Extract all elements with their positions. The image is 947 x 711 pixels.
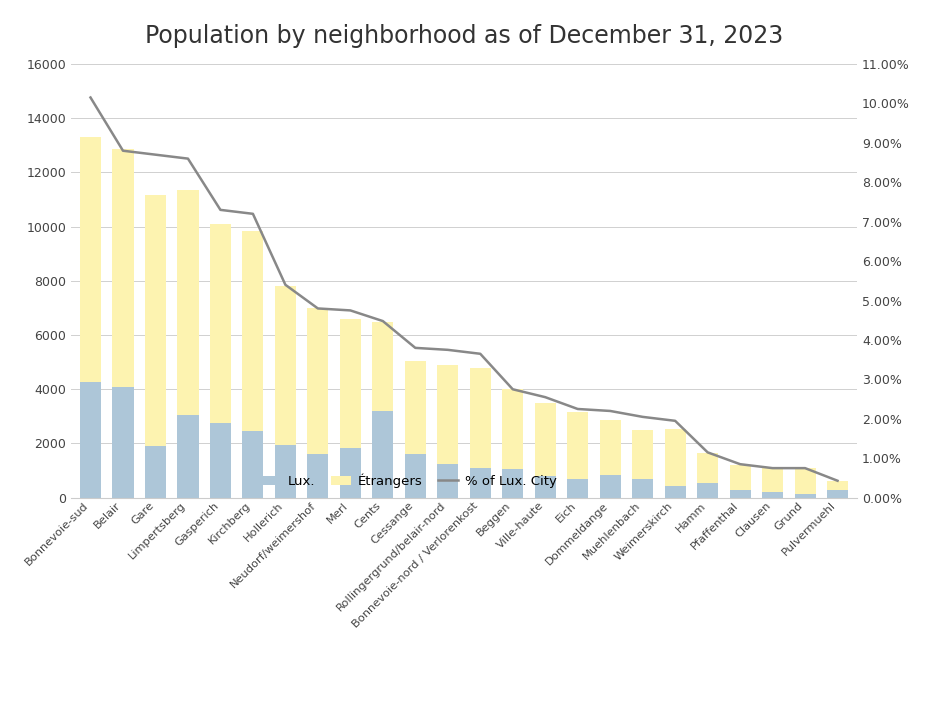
Bar [438, 464, 458, 498]
Bar [502, 469, 524, 498]
% of Lux. City [117, 146, 129, 155]
% of Lux. City [182, 154, 193, 163]
Bar [404, 360, 426, 454]
Bar [697, 483, 718, 498]
Bar [80, 137, 101, 383]
% of Lux. City [670, 417, 681, 425]
Bar [275, 287, 296, 445]
Line: % of Lux. City: % of Lux. City [91, 97, 837, 481]
Legend: Lux., Étrangers, % of Lux. City: Lux., Étrangers, % of Lux. City [257, 469, 562, 493]
% of Lux. City [735, 460, 746, 469]
Bar [665, 429, 686, 486]
Bar [827, 481, 849, 490]
Bar [242, 432, 263, 498]
% of Lux. City [85, 93, 97, 102]
Bar [210, 224, 231, 423]
% of Lux. City [572, 405, 583, 413]
% of Lux. City [279, 281, 291, 289]
Bar [372, 321, 393, 411]
Bar [470, 468, 491, 498]
% of Lux. City [345, 306, 356, 315]
Bar [210, 423, 231, 498]
Bar [762, 492, 783, 498]
Bar [275, 445, 296, 498]
% of Lux. City [799, 464, 811, 472]
Bar [145, 196, 166, 447]
% of Lux. City [507, 385, 518, 394]
Bar [404, 454, 426, 498]
Bar [795, 493, 815, 498]
Bar [795, 468, 815, 493]
Bar [697, 453, 718, 483]
Bar [308, 454, 329, 498]
% of Lux. City [247, 210, 259, 218]
% of Lux. City [377, 317, 388, 326]
Bar [438, 365, 458, 464]
Bar [80, 383, 101, 498]
Bar [535, 403, 556, 476]
Bar [599, 475, 620, 498]
Bar [567, 479, 588, 498]
Title: Population by neighborhood as of December 31, 2023: Population by neighborhood as of Decembe… [145, 24, 783, 48]
% of Lux. City [150, 151, 161, 159]
Bar [632, 479, 653, 498]
Bar [665, 486, 686, 498]
Bar [470, 368, 491, 468]
Bar [308, 308, 329, 454]
Bar [827, 490, 849, 498]
% of Lux. City [313, 304, 324, 313]
Bar [177, 415, 199, 498]
Bar [729, 490, 751, 498]
% of Lux. City [637, 412, 649, 421]
Bar [177, 190, 199, 415]
Bar [567, 412, 588, 479]
Bar [145, 447, 166, 498]
% of Lux. City [540, 393, 551, 402]
% of Lux. City [474, 350, 486, 358]
% of Lux. City [215, 205, 226, 214]
Bar [340, 319, 361, 447]
% of Lux. City [831, 476, 843, 485]
Bar [242, 230, 263, 432]
Bar [599, 420, 620, 475]
% of Lux. City [604, 407, 616, 415]
% of Lux. City [410, 343, 421, 352]
% of Lux. City [442, 346, 454, 354]
Bar [762, 468, 783, 492]
Bar [632, 430, 653, 479]
Bar [113, 149, 134, 387]
Bar [372, 411, 393, 498]
Bar [729, 465, 751, 490]
Bar [113, 387, 134, 498]
% of Lux. City [702, 448, 713, 456]
Bar [340, 447, 361, 498]
% of Lux. City [767, 464, 778, 472]
Bar [535, 476, 556, 498]
Bar [502, 390, 524, 469]
